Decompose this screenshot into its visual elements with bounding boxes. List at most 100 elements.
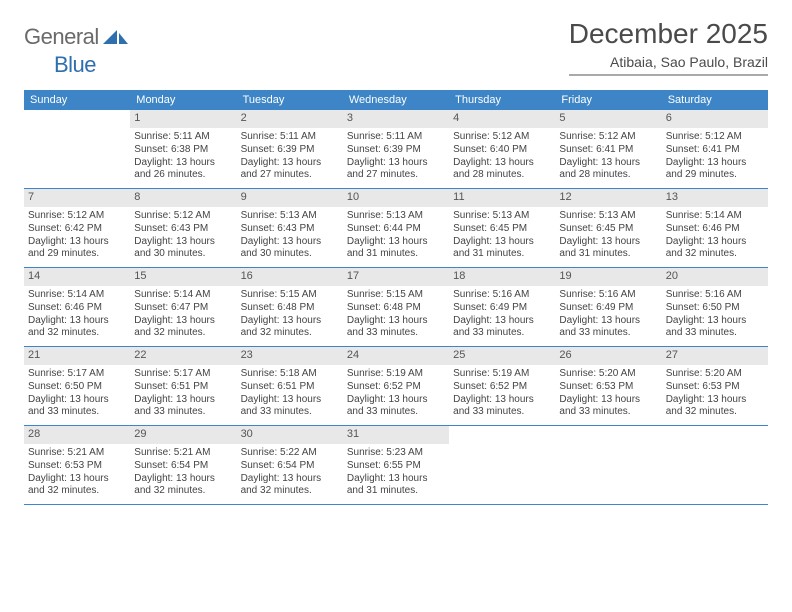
- daylight: Daylight: 13 hours and 26 minutes.: [134, 157, 232, 182]
- day-cell: 1Sunrise: 5:11 AMSunset: 6:38 PMDaylight…: [130, 110, 236, 188]
- day-number: 12: [555, 189, 661, 207]
- sunrise: Sunrise: 5:19 AM: [347, 368, 445, 381]
- logo: General: [24, 18, 133, 50]
- daylight: Daylight: 13 hours and 32 minutes.: [241, 315, 339, 340]
- dow-header: Saturday: [662, 90, 768, 110]
- sunset: Sunset: 6:54 PM: [134, 460, 232, 473]
- daylight: Daylight: 13 hours and 33 minutes.: [134, 394, 232, 419]
- dow-header: Sunday: [24, 90, 130, 110]
- sunrise: Sunrise: 5:18 AM: [241, 368, 339, 381]
- day-number: 24: [343, 347, 449, 365]
- sunrise: Sunrise: 5:21 AM: [28, 447, 126, 460]
- sunrise: Sunrise: 5:13 AM: [559, 210, 657, 223]
- day-number: 16: [237, 268, 343, 286]
- sunrise: Sunrise: 5:22 AM: [241, 447, 339, 460]
- day-number: 15: [130, 268, 236, 286]
- sunrise: Sunrise: 5:12 AM: [134, 210, 232, 223]
- sunrise: Sunrise: 5:11 AM: [347, 131, 445, 144]
- day-cell: 10Sunrise: 5:13 AMSunset: 6:44 PMDayligh…: [343, 189, 449, 267]
- daylight: Daylight: 13 hours and 28 minutes.: [453, 157, 551, 182]
- dow-header: Tuesday: [237, 90, 343, 110]
- day-number: 4: [449, 110, 555, 128]
- daylight: Daylight: 13 hours and 30 minutes.: [134, 236, 232, 261]
- week-row: 21Sunrise: 5:17 AMSunset: 6:50 PMDayligh…: [24, 347, 768, 426]
- day-number: 31: [343, 426, 449, 444]
- sunset: Sunset: 6:41 PM: [666, 144, 764, 157]
- day-cell: 31Sunrise: 5:23 AMSunset: 6:55 PMDayligh…: [343, 426, 449, 504]
- day-number: 21: [24, 347, 130, 365]
- week-row: 7Sunrise: 5:12 AMSunset: 6:42 PMDaylight…: [24, 189, 768, 268]
- sunset: Sunset: 6:55 PM: [347, 460, 445, 473]
- sunrise: Sunrise: 5:17 AM: [28, 368, 126, 381]
- day-number: 27: [662, 347, 768, 365]
- day-cell: 24Sunrise: 5:19 AMSunset: 6:52 PMDayligh…: [343, 347, 449, 425]
- day-number: 25: [449, 347, 555, 365]
- daylight: Daylight: 13 hours and 32 minutes.: [134, 315, 232, 340]
- sunrise: Sunrise: 5:14 AM: [666, 210, 764, 223]
- day-content: Sunrise: 5:17 AMSunset: 6:51 PMDaylight:…: [130, 365, 236, 425]
- day-number: 6: [662, 110, 768, 128]
- day-cell: 30Sunrise: 5:22 AMSunset: 6:54 PMDayligh…: [237, 426, 343, 504]
- day-number: 7: [24, 189, 130, 207]
- day-content: Sunrise: 5:13 AMSunset: 6:45 PMDaylight:…: [449, 207, 555, 267]
- sunrise: Sunrise: 5:17 AM: [134, 368, 232, 381]
- sunrise: Sunrise: 5:13 AM: [453, 210, 551, 223]
- sunrise: Sunrise: 5:14 AM: [134, 289, 232, 302]
- sunset: Sunset: 6:42 PM: [28, 223, 126, 236]
- day-number: 14: [24, 268, 130, 286]
- daylight: Daylight: 13 hours and 29 minutes.: [28, 236, 126, 261]
- sunset: Sunset: 6:43 PM: [134, 223, 232, 236]
- sunrise: Sunrise: 5:13 AM: [241, 210, 339, 223]
- day-cell: 2Sunrise: 5:11 AMSunset: 6:39 PMDaylight…: [237, 110, 343, 188]
- day-number: 13: [662, 189, 768, 207]
- sunset: Sunset: 6:51 PM: [241, 381, 339, 394]
- day-number: 10: [343, 189, 449, 207]
- daylight: Daylight: 13 hours and 33 minutes.: [559, 315, 657, 340]
- day-content: Sunrise: 5:18 AMSunset: 6:51 PMDaylight:…: [237, 365, 343, 425]
- sunset: Sunset: 6:47 PM: [134, 302, 232, 315]
- week-row: 28Sunrise: 5:21 AMSunset: 6:53 PMDayligh…: [24, 426, 768, 505]
- day-cell: 25Sunrise: 5:19 AMSunset: 6:52 PMDayligh…: [449, 347, 555, 425]
- day-content: Sunrise: 5:13 AMSunset: 6:43 PMDaylight:…: [237, 207, 343, 267]
- day-number: 20: [662, 268, 768, 286]
- sunset: Sunset: 6:53 PM: [559, 381, 657, 394]
- calendar: SundayMondayTuesdayWednesdayThursdayFrid…: [24, 90, 768, 505]
- day-content: Sunrise: 5:12 AMSunset: 6:42 PMDaylight:…: [24, 207, 130, 267]
- sunset: Sunset: 6:48 PM: [241, 302, 339, 315]
- day-cell: [555, 426, 661, 504]
- day-cell: 6Sunrise: 5:12 AMSunset: 6:41 PMDaylight…: [662, 110, 768, 188]
- sunrise: Sunrise: 5:23 AM: [347, 447, 445, 460]
- day-cell: 18Sunrise: 5:16 AMSunset: 6:49 PMDayligh…: [449, 268, 555, 346]
- daylight: Daylight: 13 hours and 32 minutes.: [28, 315, 126, 340]
- day-content: Sunrise: 5:13 AMSunset: 6:44 PMDaylight:…: [343, 207, 449, 267]
- day-content: Sunrise: 5:14 AMSunset: 6:47 PMDaylight:…: [130, 286, 236, 346]
- sunset: Sunset: 6:43 PM: [241, 223, 339, 236]
- daylight: Daylight: 13 hours and 32 minutes.: [134, 473, 232, 498]
- dow-row: SundayMondayTuesdayWednesdayThursdayFrid…: [24, 90, 768, 110]
- daylight: Daylight: 13 hours and 29 minutes.: [666, 157, 764, 182]
- sunset: Sunset: 6:40 PM: [453, 144, 551, 157]
- daylight: Daylight: 13 hours and 33 minutes.: [453, 394, 551, 419]
- day-cell: 13Sunrise: 5:14 AMSunset: 6:46 PMDayligh…: [662, 189, 768, 267]
- week-row: 1Sunrise: 5:11 AMSunset: 6:38 PMDaylight…: [24, 110, 768, 189]
- day-cell: 15Sunrise: 5:14 AMSunset: 6:47 PMDayligh…: [130, 268, 236, 346]
- day-cell: 7Sunrise: 5:12 AMSunset: 6:42 PMDaylight…: [24, 189, 130, 267]
- day-number: 23: [237, 347, 343, 365]
- day-content: Sunrise: 5:22 AMSunset: 6:54 PMDaylight:…: [237, 444, 343, 504]
- daylight: Daylight: 13 hours and 33 minutes.: [453, 315, 551, 340]
- sunrise: Sunrise: 5:11 AM: [134, 131, 232, 144]
- sunrise: Sunrise: 5:12 AM: [28, 210, 126, 223]
- daylight: Daylight: 13 hours and 33 minutes.: [559, 394, 657, 419]
- sunrise: Sunrise: 5:12 AM: [559, 131, 657, 144]
- day-number: 1: [130, 110, 236, 128]
- dow-header: Wednesday: [343, 90, 449, 110]
- sunrise: Sunrise: 5:11 AM: [241, 131, 339, 144]
- day-cell: 23Sunrise: 5:18 AMSunset: 6:51 PMDayligh…: [237, 347, 343, 425]
- day-cell: 26Sunrise: 5:20 AMSunset: 6:53 PMDayligh…: [555, 347, 661, 425]
- sunrise: Sunrise: 5:20 AM: [559, 368, 657, 381]
- sunset: Sunset: 6:46 PM: [28, 302, 126, 315]
- day-number: 17: [343, 268, 449, 286]
- sunrise: Sunrise: 5:21 AM: [134, 447, 232, 460]
- sunset: Sunset: 6:45 PM: [559, 223, 657, 236]
- day-number: 28: [24, 426, 130, 444]
